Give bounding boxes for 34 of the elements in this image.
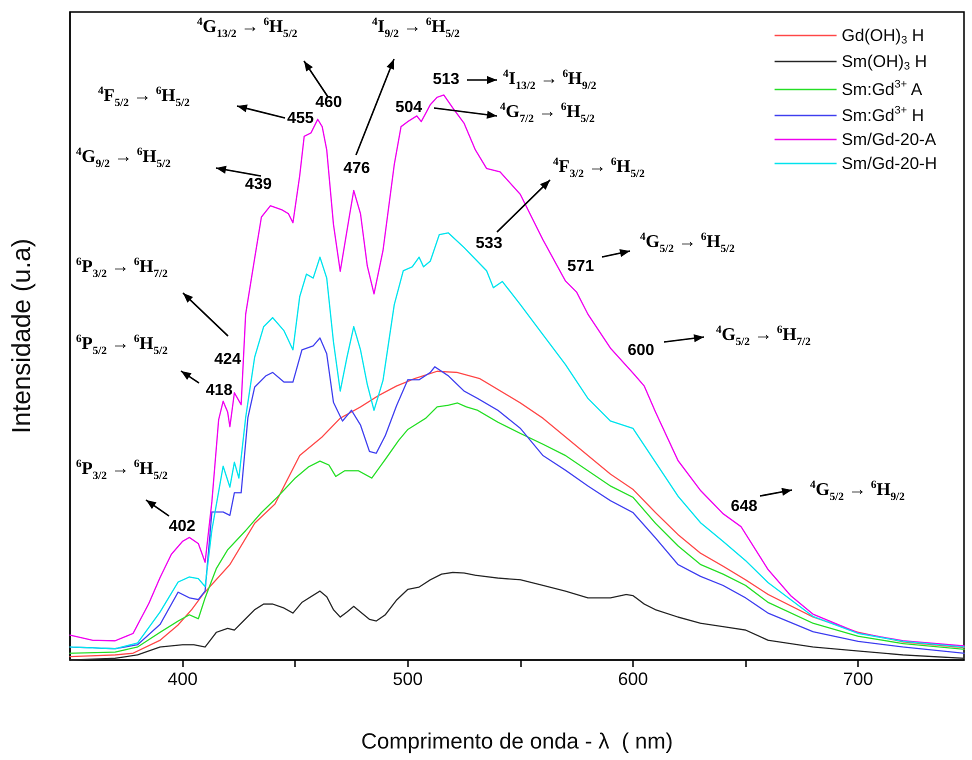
x-tick-label: 400: [168, 669, 198, 689]
annotation: 439: [245, 176, 272, 194]
text: $^{4}$G$_{13/2}$ → $^{6}$H$_{5/2}$: [197, 16, 298, 40]
annotation: 476: [343, 160, 370, 178]
x-axis-title: Comprimento de onda - λ ( nm): [361, 728, 673, 754]
legend-label: Sm/Gd-20-H: [842, 154, 938, 173]
annotation: $^{4}$G$_{9/2}$ → $^{6}$H$_{5/2}$: [76, 146, 171, 170]
annotation: $^{4}$F$_{3/2}$ → $^{6}$H$_{5/2}$: [553, 156, 645, 180]
annotation: 648: [730, 498, 758, 516]
x-tick-label: 600: [618, 669, 648, 689]
annotation: $^{6}$P$_{5/2}$ → $^{6}$H$_{5/2}$: [76, 333, 168, 357]
text: $^{4}$I$_{13/2}$ → $^{6}$H$_{9/2}$: [503, 68, 596, 92]
annotation: 460: [315, 94, 342, 112]
annotation: $^{6}$P$_{3/2}$ → $^{6}$H$_{5/2}$: [76, 458, 168, 482]
annotation: $^{4}$F$_{5/2}$ → $^{6}$H$_{5/2}$: [98, 85, 190, 109]
annotation: $^{4}$G$_{5/2}$ → $^{6}$H$_{7/2}$: [716, 324, 811, 348]
x-tick-label: 500: [392, 669, 423, 689]
annotation: 571: [567, 258, 594, 276]
annotation: 402: [168, 518, 196, 536]
annotation: 513: [432, 71, 460, 90]
annotation: 424: [214, 350, 241, 369]
annotation: $^{4}$G$_{5/2}$ → $^{6}$H$_{9/2}$: [810, 479, 905, 503]
annotation: $^{4}$G$_{7/2}$ → $^{6}$H$_{5/2}$: [500, 101, 595, 125]
annotation: 533: [476, 235, 502, 253]
annotation: 418: [206, 382, 232, 400]
text: $^{4}$I$_{9/2}$ → $^{6}$H$_{5/2}$: [372, 16, 460, 40]
annotation: 600: [628, 342, 654, 360]
y-axis-title: Intensidade (u.a): [6, 238, 36, 434]
x-tick-label: 700: [843, 669, 874, 689]
annotation: 455: [287, 110, 314, 128]
legend-label: Sm/Gd-20-A: [842, 130, 937, 149]
annotation: 504: [395, 98, 422, 117]
annotation: $^{6}$P$_{3/2}$ → $^{6}$H$_{7/2}$: [76, 256, 168, 280]
annotation: $^{4}$G$_{5/2}$ → $^{6}$H$_{5/2}$: [640, 231, 735, 255]
